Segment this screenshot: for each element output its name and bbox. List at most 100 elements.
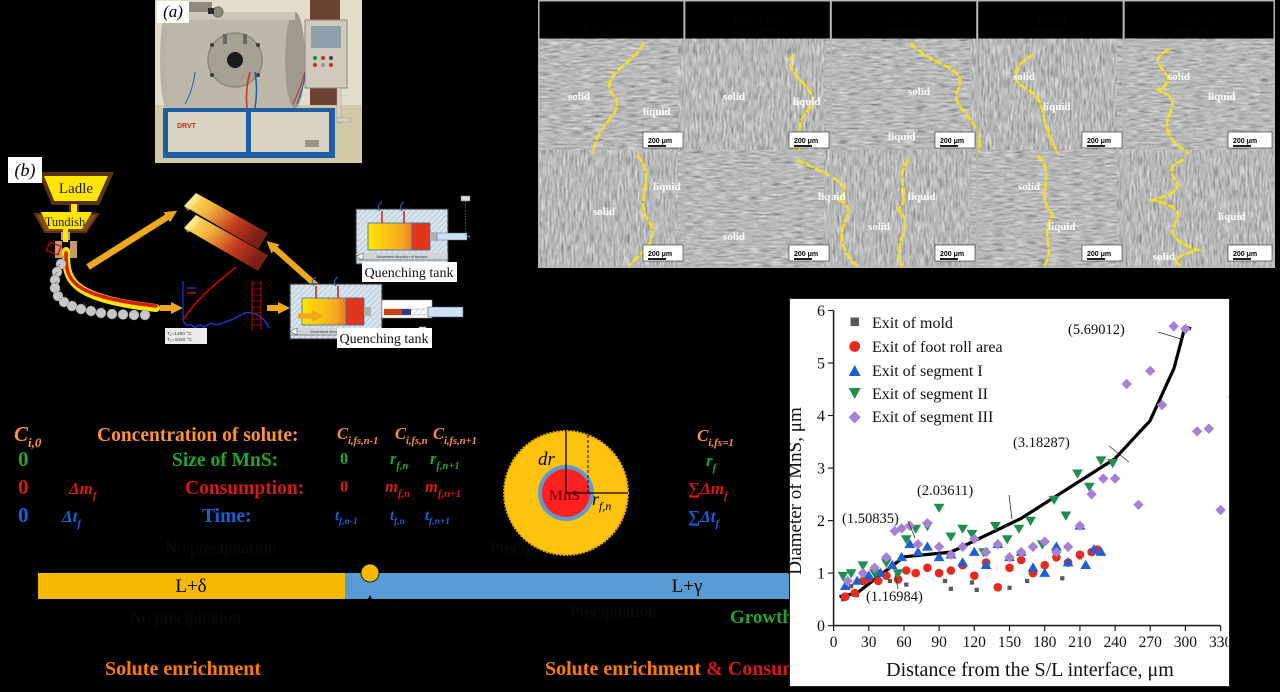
svg-text:0: 0 [830, 634, 838, 651]
svg-text:300: 300 [1174, 634, 1198, 651]
svg-text:200 μm: 200 μm [1233, 138, 1257, 145]
svg-text:0: 0 [18, 447, 29, 471]
svg-text:Solute enrichment & Consumptio: Solute enrichment & Consumption [545, 658, 790, 680]
svg-text:L+γ: L+γ [672, 576, 703, 597]
svg-text:4: 4 [817, 408, 825, 425]
svg-text:30: 30 [861, 634, 877, 651]
svg-text:6: 6 [817, 303, 825, 320]
svg-text:solid: solid [723, 231, 745, 243]
svg-text:Exit of foot: Exit of foot [732, 13, 785, 25]
svg-text:(1.50835): (1.50835) [842, 511, 899, 527]
svg-text:Exit of segment III: Exit of segment III [872, 409, 993, 426]
svg-text:200 μm: 200 μm [1087, 138, 1111, 145]
svg-text:solid: solid [593, 206, 615, 218]
svg-text:solid: solid [1168, 71, 1190, 83]
svg-text:Ci,fs,n-1: Ci,fs,n-1 [337, 424, 378, 447]
svg-text:60: 60 [896, 634, 912, 651]
svg-text:Size of MnS:: Size of MnS: [172, 450, 278, 471]
svg-text:mf,n: mf,n [385, 477, 410, 500]
svg-text:tf,n: tf,n [390, 508, 405, 527]
svg-text:200 μm: 200 μm [648, 251, 672, 258]
svg-text:liquid: liquid [793, 96, 821, 108]
svg-text:segment III: segment III [1172, 26, 1226, 38]
svg-text:240: 240 [1103, 634, 1127, 651]
svg-text:solid: solid [908, 86, 930, 98]
svg-text:200 μm: 200 μm [648, 138, 672, 145]
svg-text:roll area: roll area [738, 26, 778, 38]
svg-text:solid: solid [1153, 251, 1175, 263]
svg-text:solid: solid [723, 91, 745, 103]
svg-text:L+δ: L+δ [175, 576, 206, 597]
svg-text:3: 3 [817, 461, 825, 478]
svg-text:180: 180 [1033, 634, 1057, 651]
svg-text:0: 0 [340, 477, 348, 496]
svg-text:Exit of segment II: Exit of segment II [872, 386, 988, 403]
svg-text:200 μm: 200 μm [1233, 251, 1257, 258]
svg-text:No precipitation: No precipitation [165, 538, 276, 557]
svg-text:liquid: liquid [888, 131, 916, 143]
svg-text:Exit of: Exit of [1184, 13, 1216, 25]
svg-text:liquid: liquid [653, 181, 681, 193]
svg-text:200 μm: 200 μm [794, 251, 818, 258]
svg-text:2: 2 [817, 513, 825, 530]
svg-text:200 μm: 200 μm [1087, 251, 1111, 258]
svg-text:Exit of: Exit of [1036, 13, 1068, 25]
svg-text:0: 0 [18, 503, 29, 527]
svg-text:Tundish: Tundish [45, 215, 86, 229]
svg-text:(5.69012): (5.69012) [1068, 322, 1125, 338]
svg-text:tf,n-1: tf,n-1 [335, 508, 358, 527]
svg-text:dr: dr [538, 449, 556, 470]
svg-text:Ci,fs,n: Ci,fs,n [395, 424, 428, 447]
svg-text:Δtf: Δtf [61, 507, 82, 530]
svg-text:Quenching tank: Quenching tank [364, 266, 453, 281]
svg-text:Concentration of solute:: Concentration of solute: [97, 425, 298, 446]
svg-text:liquid: liquid [1048, 221, 1076, 233]
svg-text:solid: solid [1018, 181, 1040, 193]
svg-text:Ci,fs=1: Ci,fs=1 [697, 426, 734, 449]
svg-text:1: 1 [817, 566, 825, 583]
svg-text:solid: solid [868, 221, 890, 233]
svg-text:Exit of foot roll area: Exit of foot roll area [872, 339, 1003, 356]
svg-text:0: 0 [817, 618, 825, 635]
svg-text:tf,n+1: tf,n+1 [425, 508, 450, 527]
svg-text:(2.03611): (2.03611) [917, 483, 973, 499]
svg-text:∑Δmf: ∑Δmf [688, 479, 729, 502]
svg-text:200 μm: 200 μm [940, 138, 964, 145]
svg-text:200 μm: 200 μm [940, 251, 964, 258]
svg-text:(3.18287): (3.18287) [1013, 435, 1070, 451]
svg-text:T₁=1480 °C: T₁=1480 °C [167, 331, 192, 337]
svg-text:Growth: Growth [730, 607, 790, 628]
svg-text:liquid: liquid [908, 191, 936, 203]
svg-text:liquid: liquid [1208, 91, 1236, 103]
svg-text:Ci,0: Ci,0 [14, 422, 42, 450]
svg-text:Time:: Time: [202, 506, 251, 527]
svg-text:solid: solid [568, 91, 590, 103]
svg-text:0: 0 [18, 475, 29, 499]
svg-text:Δmf: Δmf [68, 479, 98, 502]
svg-text:120: 120 [963, 634, 987, 651]
svg-text:150: 150 [998, 634, 1022, 651]
svg-text:210: 210 [1068, 634, 1092, 651]
svg-text:Exit of mold: Exit of mold [872, 315, 953, 332]
svg-text:Ladle: Ladle [59, 181, 93, 197]
svg-text:rf: rf [706, 451, 718, 474]
svg-text:330: 330 [1209, 634, 1228, 651]
svg-text:segment I: segment I [881, 26, 929, 38]
svg-text:200 μm: 200 μm [794, 138, 818, 145]
svg-text:Exit of: Exit of [890, 13, 922, 25]
svg-text:90: 90 [931, 634, 947, 651]
svg-text:∑Δtf: ∑Δtf [688, 507, 721, 530]
svg-text:liquid: liquid [643, 106, 671, 118]
svg-text:5: 5 [817, 356, 825, 373]
svg-text:Exit of segment I: Exit of segment I [872, 363, 983, 380]
svg-text:(1.16984): (1.16984) [866, 589, 923, 605]
svg-text:Solute enrichment: Solute enrichment [105, 658, 261, 680]
svg-text:mf,n+1: mf,n+1 [425, 477, 461, 500]
svg-text:T₂=1020 °C: T₂=1020 °C [167, 337, 193, 343]
svg-text:Movement direction of furnace: Movement direction of furnace [376, 255, 427, 259]
svg-text:rf,n+1: rf,n+1 [430, 449, 460, 472]
svg-text:Ci,fs,n+1: Ci,fs,n+1 [433, 424, 477, 447]
svg-text:MnS: MnS [549, 488, 580, 504]
svg-text:No precipitation: No precipitation [130, 608, 241, 627]
svg-text:liquid: liquid [1043, 101, 1071, 113]
